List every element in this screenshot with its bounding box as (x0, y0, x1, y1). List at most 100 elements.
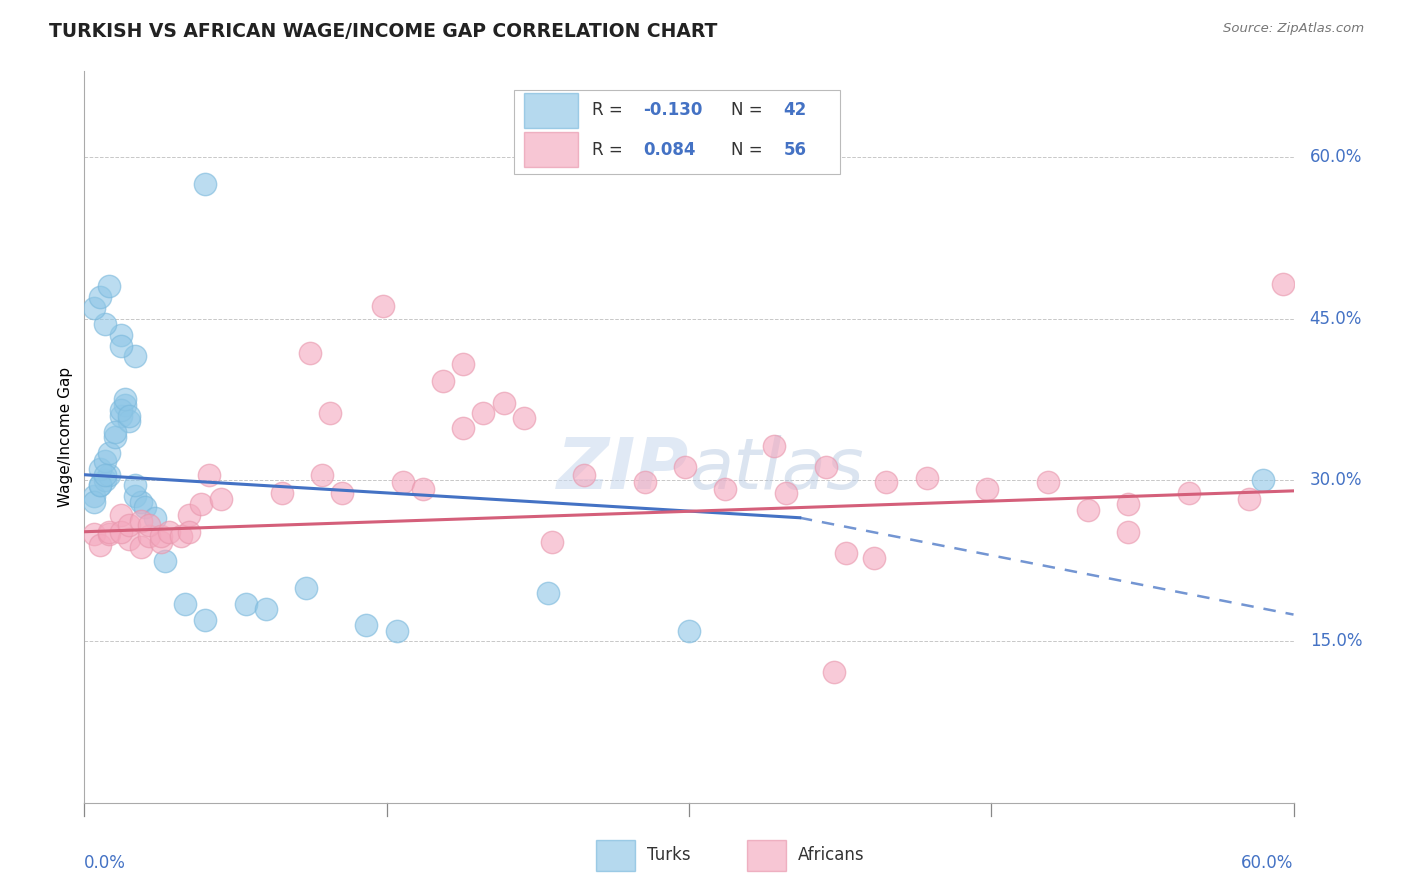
Point (174, 597, 197, 611)
Point (138, 529, 160, 543)
Point (83, 494, 105, 508)
Text: 60.0%: 60.0% (1309, 148, 1362, 167)
Point (110, 338, 132, 352)
Point (134, 500, 156, 514)
Text: N =: N = (731, 101, 768, 120)
Point (311, 467, 333, 482)
Point (93, 467, 115, 482)
Point (110, 508, 132, 522)
Point (89, 478, 111, 492)
FancyBboxPatch shape (596, 840, 634, 871)
Point (537, 586, 560, 600)
Point (124, 478, 146, 492)
Text: 0.0%: 0.0% (84, 855, 127, 872)
Text: 45.0%: 45.0% (1309, 310, 1362, 327)
Point (512, 410, 534, 425)
Point (93, 473, 115, 487)
Point (385, 624, 408, 638)
Text: Africans: Africans (797, 847, 865, 864)
Point (572, 467, 595, 482)
Point (83, 489, 105, 503)
Point (451, 421, 474, 435)
Point (83, 527, 105, 541)
Point (118, 518, 141, 533)
Point (89, 538, 111, 552)
Point (89, 462, 111, 476)
Point (194, 178, 217, 192)
Text: 0.084: 0.084 (643, 141, 696, 159)
Point (1272, 277, 1295, 292)
Point (1036, 475, 1059, 490)
Point (118, 533, 141, 547)
Point (863, 550, 886, 565)
Point (299, 346, 322, 360)
FancyBboxPatch shape (524, 93, 578, 128)
Point (138, 518, 160, 533)
Text: N =: N = (731, 141, 768, 159)
Point (835, 546, 858, 560)
Point (149, 535, 172, 549)
Text: 42: 42 (783, 101, 807, 120)
Point (157, 524, 180, 539)
Point (110, 403, 132, 417)
Point (1237, 492, 1260, 507)
FancyBboxPatch shape (524, 132, 578, 167)
Point (129, 540, 152, 554)
Point (93, 454, 115, 468)
Point (270, 486, 292, 500)
Point (93, 317, 115, 331)
Point (194, 613, 217, 627)
Point (110, 327, 132, 342)
Point (492, 395, 515, 409)
Point (179, 508, 201, 522)
Point (330, 486, 353, 500)
Point (83, 301, 105, 315)
Point (976, 482, 998, 496)
Point (295, 581, 318, 595)
Point (190, 497, 212, 511)
Point (149, 529, 172, 543)
Point (356, 618, 378, 632)
Point (412, 482, 434, 496)
Point (89, 478, 111, 492)
Point (89, 290, 111, 304)
Point (114, 398, 136, 412)
Point (118, 414, 141, 428)
Point (170, 529, 193, 543)
Point (129, 494, 152, 508)
Point (124, 350, 146, 364)
Point (124, 489, 146, 503)
Point (118, 409, 141, 423)
Point (915, 471, 938, 485)
Point (129, 514, 152, 528)
Point (143, 510, 166, 524)
Point (179, 524, 201, 539)
Y-axis label: Wage/Income Gap: Wage/Income Gap (58, 367, 73, 508)
Text: 60.0%: 60.0% (1241, 855, 1294, 872)
Text: TURKISH VS AFRICAN WAGE/INCOME GAP CORRELATION CHART: TURKISH VS AFRICAN WAGE/INCOME GAP CORRE… (49, 22, 717, 41)
Point (714, 482, 737, 496)
Point (814, 460, 837, 475)
Point (1177, 486, 1199, 500)
Point (97, 527, 120, 541)
Text: -0.130: -0.130 (643, 101, 703, 120)
Point (97, 279, 120, 293)
Point (823, 665, 845, 679)
Text: Source: ZipAtlas.com: Source: ZipAtlas.com (1223, 22, 1364, 36)
Text: R =: R = (592, 141, 628, 159)
Point (371, 299, 394, 313)
Point (153, 554, 176, 568)
Text: 30.0%: 30.0% (1309, 471, 1362, 489)
FancyBboxPatch shape (747, 840, 786, 871)
Point (541, 535, 564, 549)
Point (762, 439, 785, 453)
Point (104, 425, 127, 439)
Text: 15.0%: 15.0% (1309, 632, 1362, 650)
Point (254, 602, 277, 616)
Point (97, 467, 120, 482)
Point (1116, 524, 1139, 539)
Point (97, 524, 120, 539)
Point (391, 475, 413, 490)
Point (875, 475, 897, 490)
Text: 56: 56 (783, 141, 806, 159)
